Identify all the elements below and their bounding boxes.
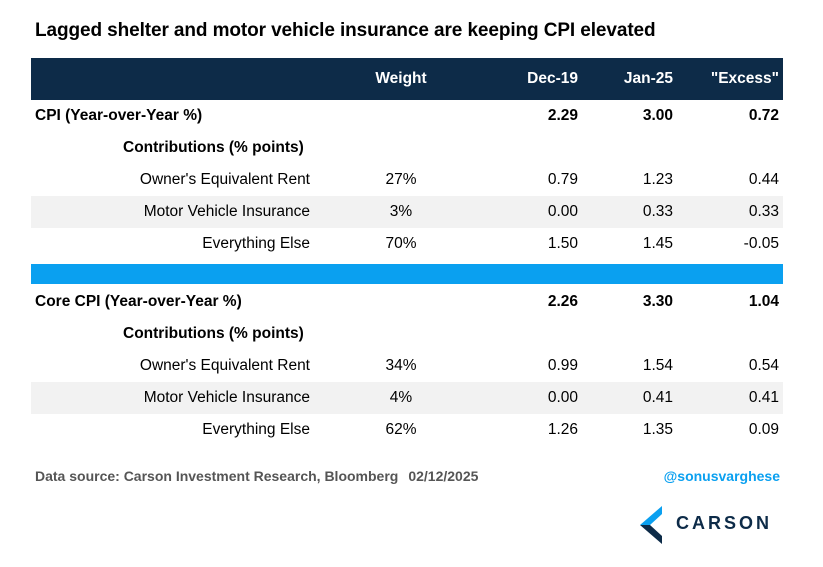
section-label: Core CPI (Year-over-Year %) — [35, 293, 242, 310]
contributions-label: Contributions (% points) — [123, 139, 304, 156]
section-jan25: 3.30 — [642, 293, 673, 310]
data-date: 02/12/2025 — [408, 468, 479, 484]
row-excess: 0.33 — [748, 203, 779, 220]
table-row: Owner's Equivalent Rent 34% 0.99 1.54 0.… — [31, 350, 783, 382]
row-excess: -0.05 — [743, 235, 779, 252]
row-weight: 27% — [385, 171, 417, 188]
contributions-row: Contributions (% points) — [31, 318, 783, 350]
data-source: Data source: Carson Investment Research,… — [35, 468, 478, 484]
row-excess: 0.44 — [748, 171, 779, 188]
section-label: CPI (Year-over-Year %) — [35, 107, 203, 124]
section-separator — [31, 264, 783, 284]
table-row: Motor Vehicle Insurance 4% 0.00 0.41 0.4… — [31, 382, 783, 414]
row-jan25: 1.45 — [642, 235, 673, 252]
row-label: Owner's Equivalent Rent — [139, 357, 310, 374]
contributions-row: Contributions (% points) — [31, 132, 783, 164]
row-dec19: 1.26 — [547, 421, 578, 438]
table-row: Owner's Equivalent Rent 27% 0.79 1.23 0.… — [31, 164, 783, 196]
row-weight: 62% — [385, 421, 417, 438]
row-weight: 4% — [389, 389, 413, 406]
header-dec19: Dec-19 — [527, 70, 578, 87]
section-row-core-cpi: Core CPI (Year-over-Year %) 2.26 3.30 1.… — [31, 286, 783, 318]
section-row-cpi: CPI (Year-over-Year %) 2.29 3.00 0.72 — [31, 100, 783, 132]
table-row: Motor Vehicle Insurance 3% 0.00 0.33 0.3… — [31, 196, 783, 228]
carson-logo: CARSON — [640, 506, 780, 544]
row-weight: 70% — [385, 235, 417, 252]
carson-chevron-icon — [640, 506, 662, 544]
row-jan25: 0.41 — [642, 389, 673, 406]
row-label: Everything Else — [202, 421, 310, 438]
row-jan25: 1.54 — [642, 357, 673, 374]
section-dec19: 2.29 — [547, 107, 578, 124]
section-excess: 0.72 — [748, 107, 779, 124]
table-header: Weight Dec-19 Jan-25 "Excess" — [31, 58, 783, 100]
section-excess: 1.04 — [748, 293, 779, 310]
row-dec19: 1.50 — [547, 235, 578, 252]
section-dec19: 2.26 — [547, 293, 578, 310]
author-handle: @sonusvarghese — [663, 468, 780, 484]
row-label: Motor Vehicle Insurance — [143, 203, 310, 220]
cpi-table: Weight Dec-19 Jan-25 "Excess" CPI (Year-… — [31, 58, 783, 446]
row-label: Everything Else — [202, 235, 310, 252]
row-excess: 0.41 — [748, 389, 779, 406]
row-dec19: 0.79 — [547, 171, 578, 188]
row-dec19: 0.99 — [547, 357, 578, 374]
row-dec19: 0.00 — [547, 389, 578, 406]
row-excess: 0.54 — [748, 357, 779, 374]
contributions-label: Contributions (% points) — [123, 325, 304, 342]
header-weight: Weight — [375, 70, 427, 87]
data-source-text: Data source: Carson Investment Research,… — [35, 468, 399, 484]
row-dec19: 0.00 — [547, 203, 578, 220]
table-row: Everything Else 70% 1.50 1.45 -0.05 — [31, 228, 783, 260]
chart-title: Lagged shelter and motor vehicle insuran… — [35, 20, 656, 41]
row-excess: 0.09 — [748, 421, 779, 438]
header-jan25: Jan-25 — [623, 70, 673, 87]
row-jan25: 0.33 — [642, 203, 673, 220]
row-weight: 34% — [385, 357, 417, 374]
section-jan25: 3.00 — [642, 107, 673, 124]
row-jan25: 1.23 — [642, 171, 673, 188]
logo-text: CARSON — [676, 513, 773, 533]
row-label: Owner's Equivalent Rent — [139, 171, 310, 188]
row-weight: 3% — [389, 203, 413, 220]
row-label: Motor Vehicle Insurance — [143, 389, 310, 406]
row-jan25: 1.35 — [642, 421, 673, 438]
table-row: Everything Else 62% 1.26 1.35 0.09 — [31, 414, 783, 446]
header-excess: "Excess" — [710, 70, 779, 87]
